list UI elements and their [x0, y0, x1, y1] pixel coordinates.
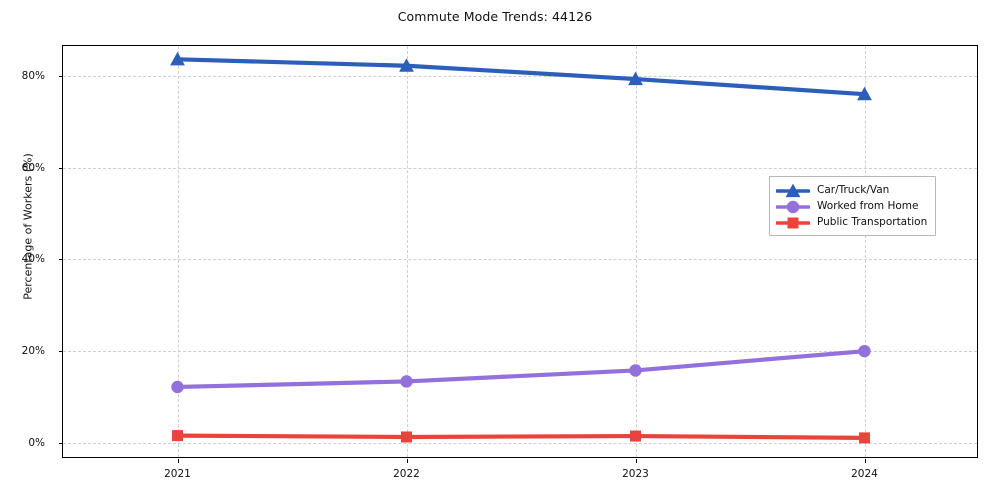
- x-tick-mark: [406, 459, 408, 463]
- y-tick-label: 60%: [21, 161, 45, 174]
- legend-label: Public Transportation: [817, 216, 928, 228]
- legend-item-1[interactable]: Car/Truck/Van: [775, 182, 927, 198]
- x-tick-label: 2021: [164, 468, 191, 480]
- x-tick-mark: [864, 459, 866, 463]
- series-line: [175, 349, 867, 390]
- gridline-horizontal: [63, 75, 977, 77]
- series-layer: [170, 51, 872, 444]
- series-2: [171, 344, 871, 394]
- gridline-horizontal: [63, 259, 977, 261]
- series-3: [172, 430, 870, 444]
- gridline-vertical: [406, 46, 408, 457]
- gridline-horizontal: [63, 167, 977, 169]
- legend-label: Car/Truck/Van: [817, 184, 890, 196]
- x-tick-label: 2023: [622, 468, 649, 480]
- y-tick-mark: [59, 442, 63, 444]
- y-tick-label: 80%: [21, 69, 45, 82]
- y-tick-mark: [59, 259, 63, 261]
- y-tick-label: 20%: [21, 345, 45, 358]
- y-tick-mark: [59, 167, 63, 169]
- y-tick-mark: [59, 351, 63, 353]
- legend-item-3[interactable]: Public Transportation: [775, 214, 928, 230]
- legend-label: Worked from Home: [817, 200, 919, 212]
- gridline-vertical: [635, 46, 637, 457]
- x-tick-mark: [177, 459, 179, 463]
- gridline-vertical: [864, 46, 866, 457]
- legend-item-2[interactable]: Worked from Home: [775, 198, 927, 214]
- y-tick-mark: [59, 75, 63, 77]
- legend-swatch-triangle-icon: [775, 183, 811, 198]
- plot-inner: [63, 46, 977, 457]
- plot-area: 0% 20% 40% 60% 80% 2021 2022 2023 2024: [22, 45, 978, 480]
- chart-title: Commute Mode Trends: 44126: [397, 9, 593, 24]
- x-tick-mark: [635, 459, 637, 463]
- gridline-horizontal: [63, 351, 977, 353]
- gridline-horizontal: [63, 442, 977, 444]
- series-line: [175, 433, 867, 440]
- x-tick-label: 2024: [851, 468, 878, 480]
- legend-swatch-circle-icon: [775, 199, 811, 214]
- y-tick-label: 40%: [21, 253, 45, 266]
- y-tick-label: 0%: [28, 436, 45, 449]
- legend-swatch-square-icon: [775, 215, 811, 229]
- chart-legend: Car/Truck/Van Worked from Home Public Tran…: [769, 176, 937, 236]
- x-tick-label: 2022: [393, 468, 420, 480]
- gridline-vertical: [177, 46, 179, 457]
